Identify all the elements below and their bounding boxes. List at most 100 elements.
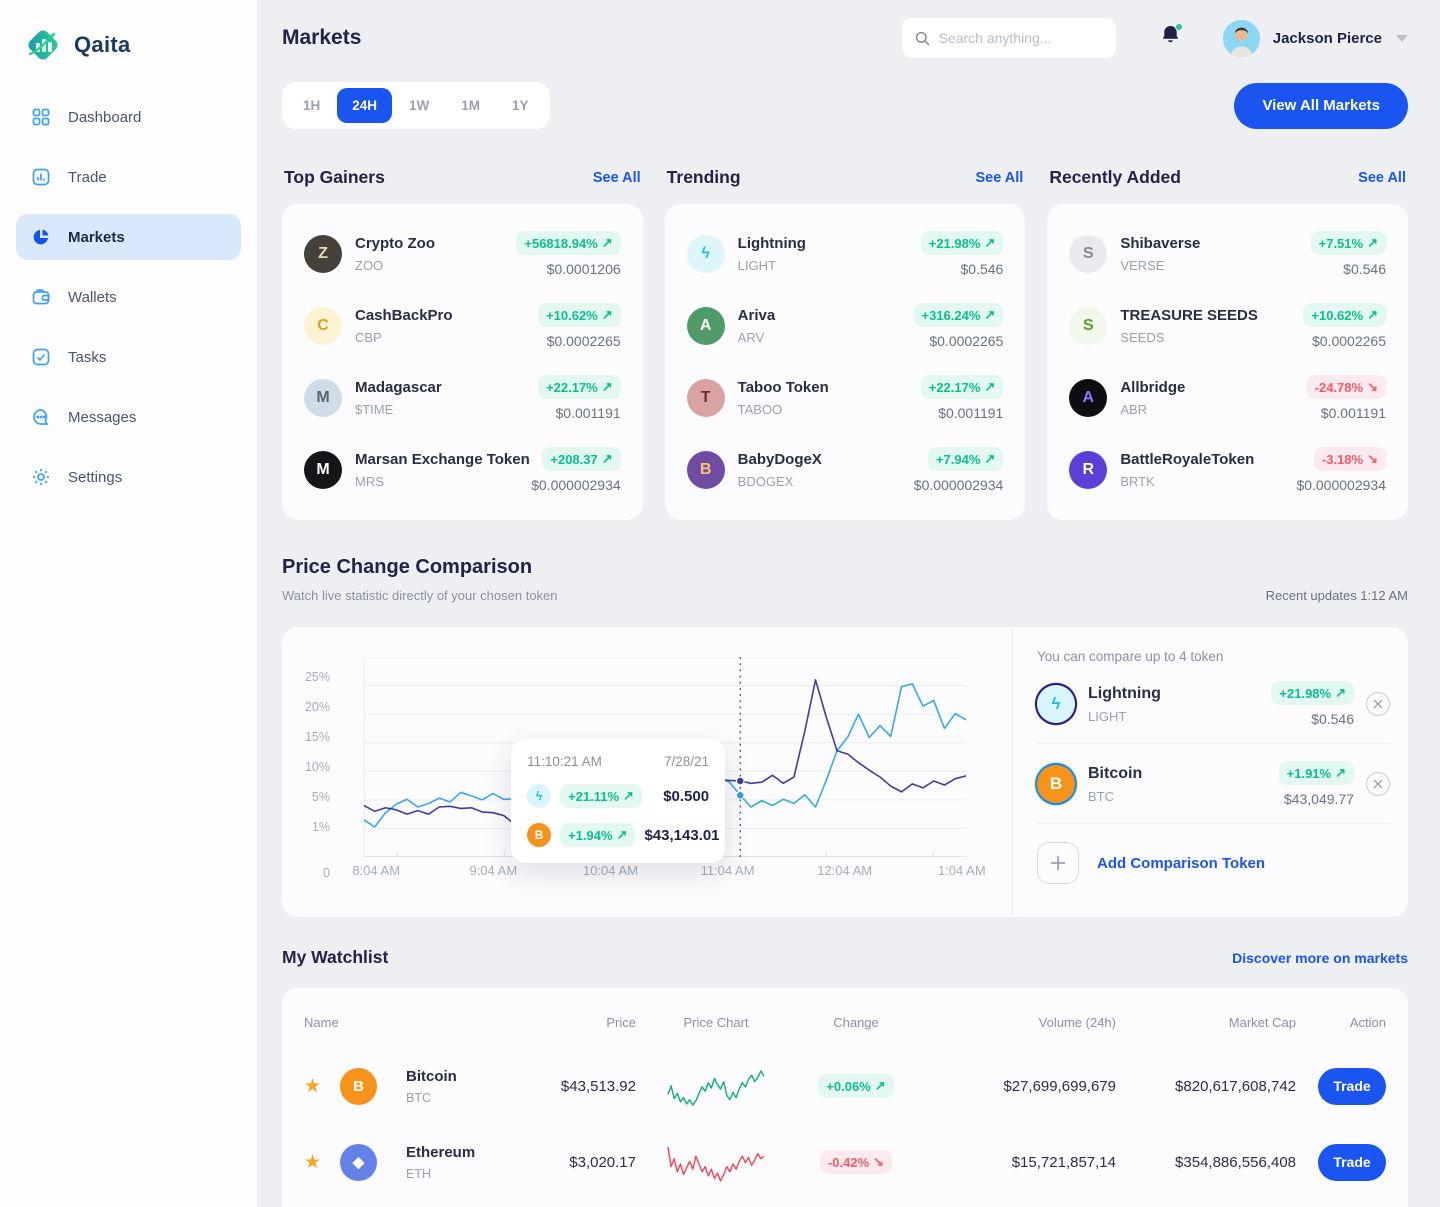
timeframe-tab-1w[interactable]: 1W — [394, 88, 444, 123]
change-badge: -3.18% ↘ — [1313, 447, 1386, 471]
comparison-chart-card: 25% 20% 15% 10% 5% 1% 0 8:04 AM 9:04 AM 10:04 AM… — [282, 627, 1408, 917]
coin-row[interactable]: M Madagascar $TIME +22.17% ↗ $0.001191 — [304, 362, 621, 434]
sidebar-item-label: Trade — [68, 168, 107, 186]
market-sections: Top Gainers See All Z Crypto Zoo ZOO +56… — [282, 167, 1408, 520]
coin-row[interactable]: A Allbridge ABR -24.78% ↘ $0.001191 — [1069, 362, 1386, 434]
see-all-link[interactable]: See All — [975, 169, 1024, 186]
search-input[interactable] — [938, 30, 1103, 46]
coin-name: Ariva — [737, 307, 776, 324]
timeframe-tab-1h[interactable]: 1H — [288, 88, 335, 123]
trade-button[interactable]: Trade — [1318, 1067, 1386, 1105]
sidebar-item-wallets[interactable]: Wallets — [16, 274, 241, 320]
table-row[interactable]: ★ B Bitcoin BTC $43,513.92 +0.06% ↗ $27,6… — [304, 1048, 1386, 1124]
coin-name: Marsan Exchange Token — [355, 451, 530, 468]
avatar[interactable] — [1222, 19, 1260, 57]
coin-glyph: A — [699, 317, 712, 334]
coin-icon: B — [1037, 765, 1075, 803]
coin-symbol: LIGHT — [737, 258, 776, 273]
coin-row[interactable]: A Ariva ARV +316.24% ↗ $0.0002265 — [686, 290, 1004, 362]
coin-row[interactable]: S TREASURE SEEDS SEEDS +10.62% ↗ $0.00022… — [1069, 290, 1386, 362]
controls-row: 1H 24H 1W 1M 1Y View All Markets — [282, 82, 1408, 129]
coin-price: $0.0002265 — [1312, 333, 1386, 349]
coin-card: ϟ Lightning LIGHT +21.98% ↗ $0.546 A Ariv… — [664, 204, 1026, 520]
trend-arrow-icon: ↗ — [601, 379, 613, 394]
sidebar-item-tasks[interactable]: Tasks — [16, 334, 241, 380]
coin-row[interactable]: Z Crypto Zoo ZOO +56818.94% ↗ $0.0001206 — [304, 218, 621, 290]
timeframe-tab-1y[interactable]: 1Y — [497, 88, 544, 123]
sidebar-item-trade[interactable]: Trade — [16, 154, 241, 200]
view-all-markets-button[interactable]: View All Markets — [1234, 82, 1408, 129]
trend-arrow-icon: ↗ — [874, 1078, 886, 1093]
comparison-note: You can compare up to 4 token — [1037, 649, 1224, 664]
sidebar-item-settings[interactable]: Settings — [16, 454, 241, 500]
y-axis-tick: 15% — [304, 730, 330, 744]
section-title: Recently Added — [1049, 167, 1181, 187]
coin-row[interactable]: R BattleRoyaleToken BRTK -3.18% ↘ $0.0000… — [1069, 434, 1386, 506]
notification-dot — [1174, 23, 1183, 31]
coin-row[interactable]: ϟ Lightning LIGHT +21.98% ↗ $0.546 — [686, 218, 1004, 290]
favorite-star-icon[interactable]: ★ — [304, 1075, 340, 1098]
table-row[interactable]: ★ T Tether USDT $0.9999 -0.06%↘ $15,721,… — [304, 1200, 1386, 1207]
chevron-down-icon[interactable] — [1396, 34, 1408, 42]
messages-icon — [30, 406, 52, 428]
market-cap-cell: $354,886,556,408 — [1175, 1153, 1296, 1171]
coin-row[interactable]: C CashBackPro CBP +10.62% ↗ $0.0002265 — [304, 290, 621, 362]
dashboard-icon — [30, 106, 52, 128]
discover-markets-link[interactable]: Discover more on markets — [1232, 949, 1408, 966]
trade-button[interactable]: Trade — [1318, 1143, 1386, 1181]
coin-row[interactable]: S Shibaverse VERSE +7.51% ↗ $0.546 — [1069, 218, 1386, 290]
coin-row[interactable]: T Taboo Token TABOO +22.17% ↗ $0.001191 — [686, 362, 1004, 434]
x-axis-tick: 10:04 AM — [582, 863, 638, 878]
coin-price: $0.546 — [1343, 261, 1386, 277]
sidebar-nav: Dashboard Trade Markets Wallets — [16, 94, 241, 500]
change-badge: -0.42% ↘ — [819, 1150, 893, 1174]
coin-section: Top Gainers See All Z Crypto Zoo ZOO +56… — [282, 167, 643, 520]
coin-icon: C — [304, 307, 342, 345]
change-badge: +1.94% ↗ — [560, 823, 636, 847]
watchlist-table: Name Price Price Chart Change Volume (24… — [282, 988, 1408, 1207]
see-all-link[interactable]: See All — [1358, 169, 1406, 186]
brand-logo[interactable]: Qaita — [16, 18, 241, 94]
sidebar-item-markets[interactable]: Markets — [16, 214, 241, 260]
y-axis-tick: 5% — [311, 790, 330, 804]
sidebar-item-messages[interactable]: Messages — [16, 394, 241, 440]
sidebar: Qaita Dashboard Trade Markets — [0, 0, 258, 1207]
trend-arrow-icon: ↗ — [601, 451, 613, 466]
coin-symbol: ETH — [406, 1166, 431, 1181]
coin-row[interactable]: B BabyDogeX BDOGEX +7.94% ↗ $0.000002934 — [686, 434, 1004, 506]
add-comparison-token-link[interactable]: Add Comparison Token — [1097, 854, 1266, 872]
section-title: Trending — [666, 167, 741, 187]
coin-icon: B — [340, 1067, 377, 1105]
comparison-token-panel: You can compare up to 4 token ϟ Lightnin… — [1012, 627, 1408, 917]
timeframe-tab-1m[interactable]: 1M — [446, 88, 495, 123]
favorite-star-icon[interactable]: ★ — [304, 1151, 340, 1174]
remove-token-button[interactable] — [1366, 692, 1390, 716]
volume-cell: $27,699,699,679 — [1003, 1077, 1116, 1095]
coin-row[interactable]: M Marsan Exchange Token MRS +208.37 ↗ $0.… — [304, 434, 621, 506]
add-token-button[interactable] — [1037, 842, 1079, 884]
notifications-button[interactable] — [1160, 23, 1183, 52]
column-market-cap: Market Cap — [1228, 1014, 1296, 1030]
coin-symbol: MRS — [355, 474, 384, 489]
search-box[interactable] — [901, 18, 1116, 58]
change-badge: +316.24% ↗ — [913, 303, 1004, 327]
coin-icon: ϟ — [1037, 685, 1075, 723]
markets-icon — [30, 226, 52, 248]
coin-name: Bitcoin — [406, 1067, 457, 1085]
coin-price: $0.546 — [1311, 711, 1354, 727]
wallets-icon — [30, 286, 52, 308]
comparison-token-row: B Bitcoin BTC +1.91% ↗ $43,049.77 — [1037, 744, 1390, 824]
coin-price: $0.546 — [960, 261, 1004, 277]
tooltip-date: 7/28/21 — [664, 754, 710, 769]
remove-token-button[interactable] — [1366, 772, 1390, 796]
coin-symbol: TABOO — [737, 402, 783, 417]
last-updated-label: Recent updates 1:12 AM — [1265, 588, 1408, 603]
coin-icon: S — [1069, 235, 1108, 273]
user-name[interactable]: Jackson Pierce — [1272, 29, 1382, 47]
timeframe-tab-24h[interactable]: 24H — [337, 88, 393, 123]
trend-arrow-icon: ↗ — [601, 235, 613, 250]
table-row[interactable]: ★ ◆ Ethereum ETH $3,020.17 -0.42% ↘ $15,7… — [304, 1124, 1386, 1200]
trend-arrow-icon: ↗ — [1367, 235, 1378, 250]
sidebar-item-dashboard[interactable]: Dashboard — [16, 94, 241, 140]
see-all-link[interactable]: See All — [592, 169, 641, 186]
